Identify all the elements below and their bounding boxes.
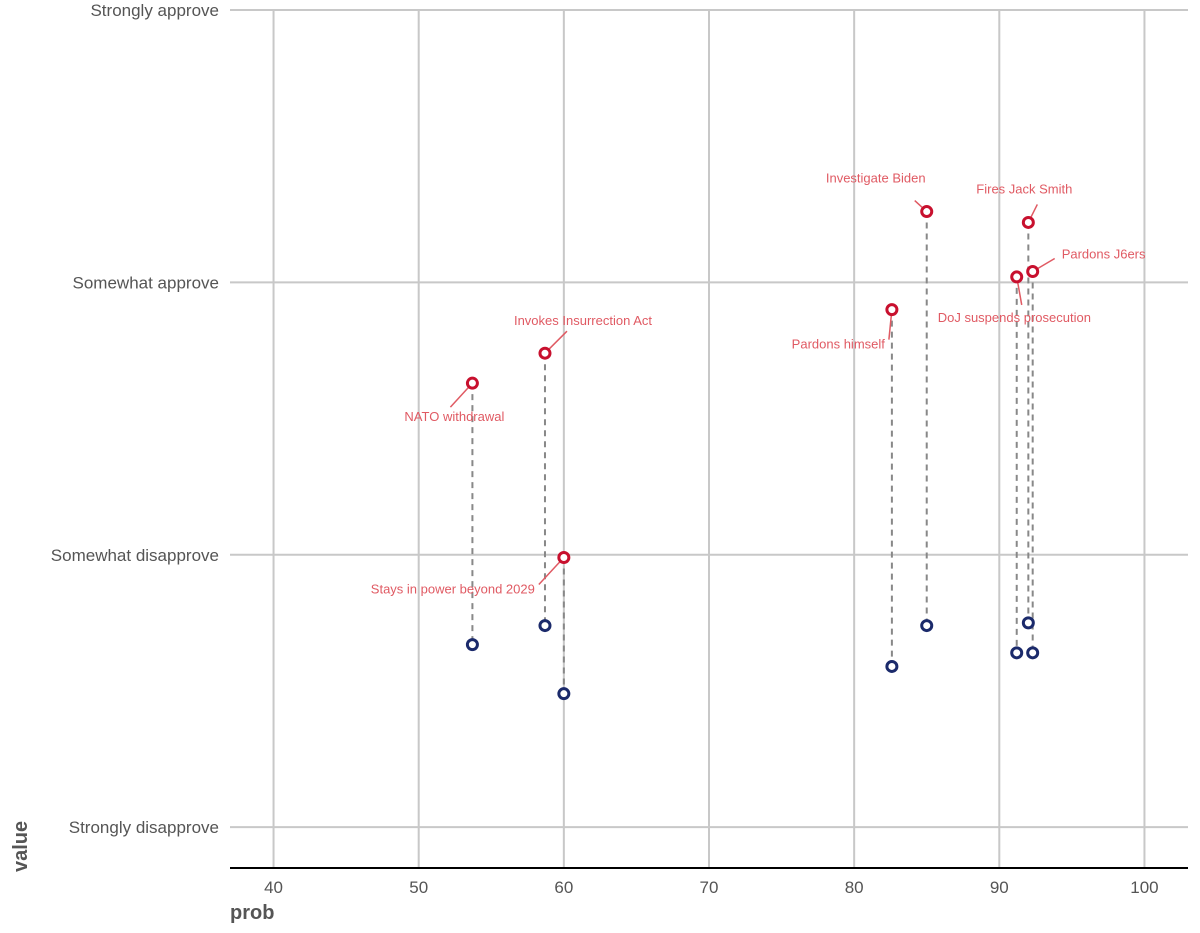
high-point-investigate-biden: [920, 205, 934, 219]
data-points: [465, 205, 1040, 701]
label-pardons-himself: Pardons himself: [792, 337, 886, 352]
label-leader-lines: [449, 200, 1056, 585]
low-point-nato-withdrawal: [465, 638, 479, 652]
label-doj-suspends-prosecution: DoJ suspends prosecution: [938, 310, 1091, 325]
label-nato-withdrawal: NATO withdrawal: [404, 409, 504, 424]
high-point-fires-jack-smith: [1021, 215, 1035, 229]
low-point-fires-jack-smith: [1021, 616, 1035, 630]
y-tick-label: Strongly approve: [90, 1, 219, 20]
x-tick-label: 90: [990, 878, 1009, 897]
high-point-pardons-j6ers: [1026, 264, 1040, 278]
high-point-doj-suspends-prosecution: [1010, 270, 1024, 284]
label-fires-jack-smith: Fires Jack Smith: [976, 181, 1072, 196]
x-tick-labels: 40 50 60 70 80 90 100: [264, 878, 1159, 897]
low-point-pardons-j6ers: [1026, 646, 1040, 660]
label-pardons-j6ers: Pardons J6ers: [1062, 246, 1146, 261]
low-point-investigate-biden: [920, 619, 934, 633]
dumbbell-segments: [471, 211, 1034, 694]
low-point-pardons-himself: [885, 659, 899, 673]
label-investigate-biden: Investigate Biden: [826, 171, 926, 186]
x-axis-title: prob: [230, 902, 274, 924]
low-point-invokes-insurrection-act: [538, 619, 552, 633]
label-stays-in-power-beyond-2029: Stays in power beyond 2029: [371, 581, 535, 596]
y-tick-labels: Strongly disapprove Somewhat disapprove So…: [51, 1, 219, 837]
y-tick-label: Somewhat approve: [73, 273, 219, 292]
point-labels: NATO withdrawal Invokes Insurrection Act S…: [371, 171, 1146, 597]
x-tick-label: 80: [845, 878, 864, 897]
y-tick-label: Strongly disapprove: [69, 818, 219, 837]
label-invokes-insurrection-act: Invokes Insurrection Act: [514, 313, 652, 328]
high-point-nato-withdrawal: [465, 376, 479, 390]
low-point-stays-in-power-beyond-2029: [557, 687, 571, 701]
high-point-pardons-himself: [885, 303, 899, 317]
y-tick-label: Somewhat disapprove: [51, 546, 219, 565]
x-tick-label: 50: [409, 878, 428, 897]
x-tick-label: 40: [264, 878, 283, 897]
x-tick-label: 70: [700, 878, 719, 897]
x-tick-label: 100: [1130, 878, 1158, 897]
high-point-invokes-insurrection-act: [538, 346, 552, 360]
high-point-stays-in-power-beyond-2029: [557, 550, 571, 564]
grid-lines: [230, 9, 1188, 868]
x-tick-label: 60: [554, 878, 573, 897]
low-point-doj-suspends-prosecution: [1010, 646, 1024, 660]
y-axis-title: value: [10, 821, 32, 872]
